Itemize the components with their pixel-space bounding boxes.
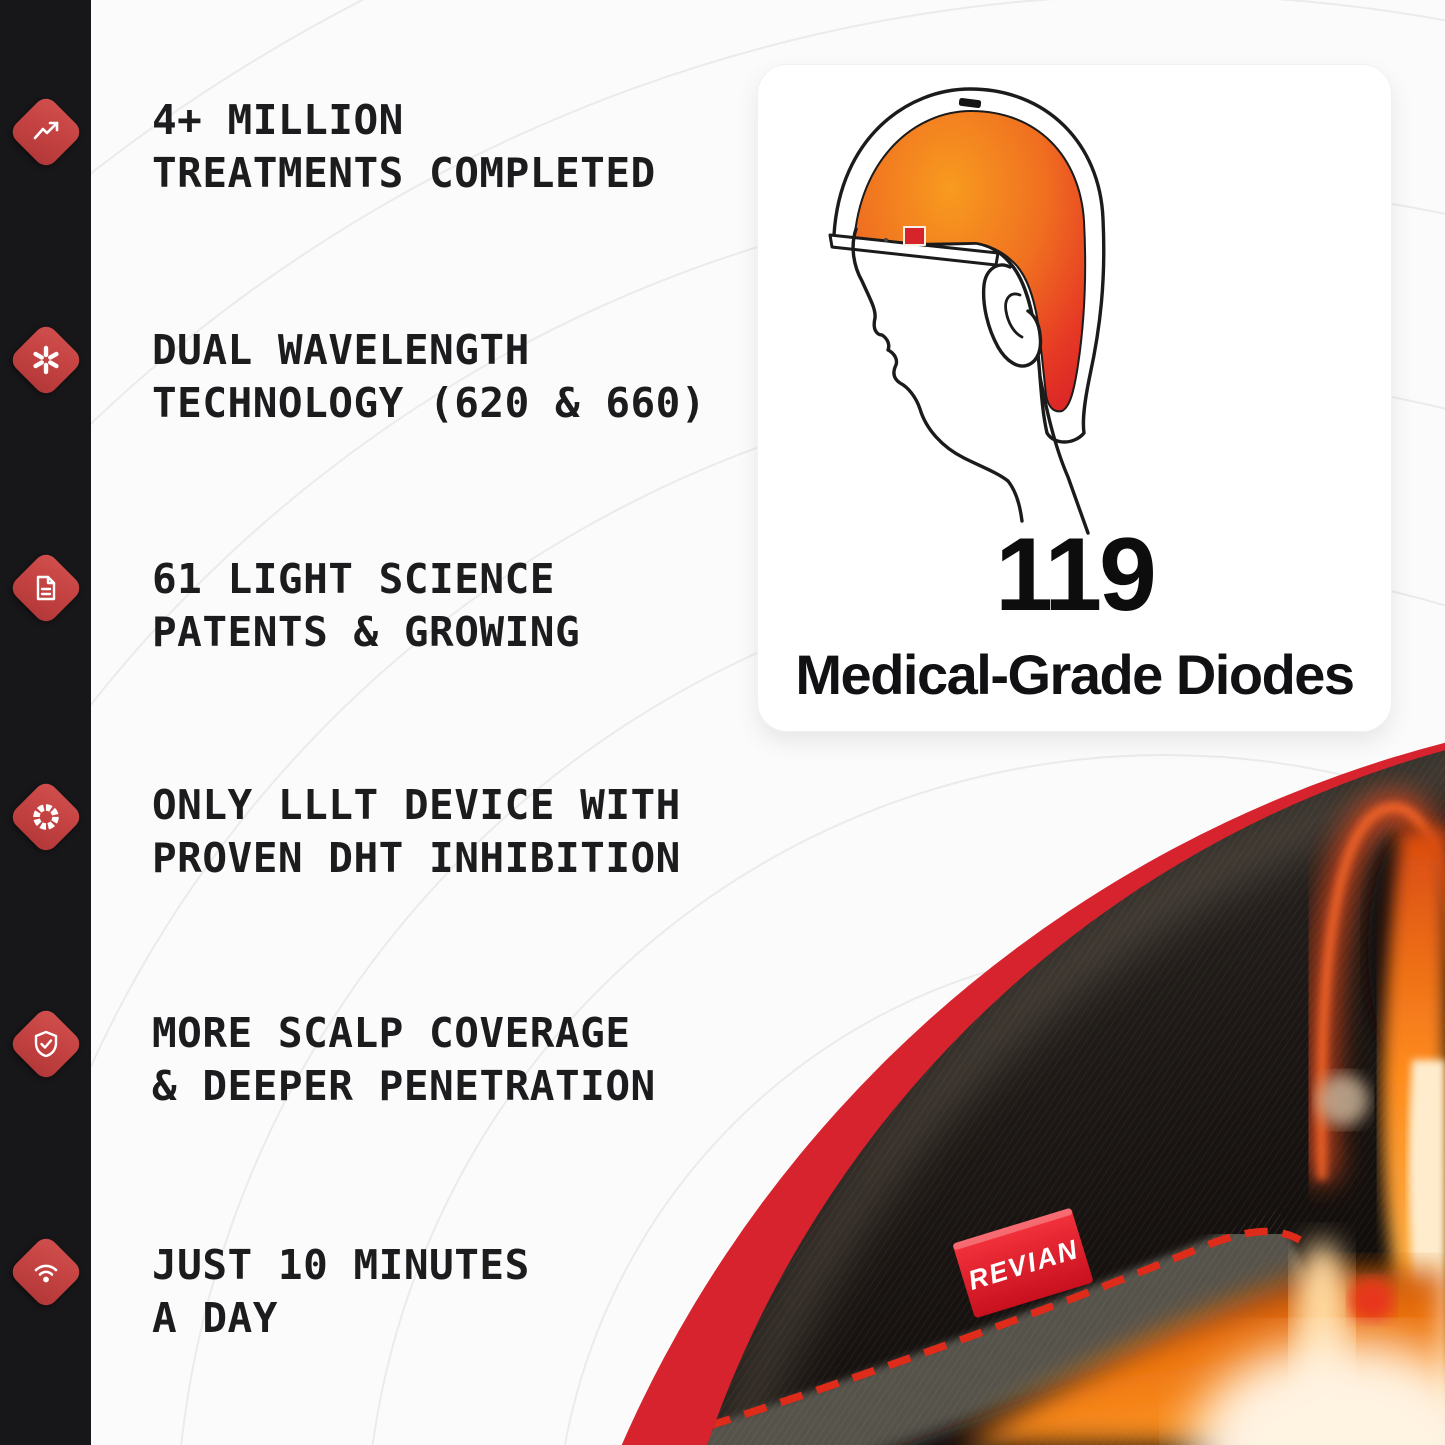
trending-up-icon <box>7 93 85 171</box>
diode-card: 119 Medical-Grade Diodes <box>757 64 1392 732</box>
feature-line: 4+ MILLION <box>152 96 404 144</box>
feature-dht: ONLY LLLT DEVICE WITH PROVEN DHT INHIBIT… <box>152 779 681 885</box>
feature-wavelength: DUAL WAVELENGTH TECHNOLOGY (620 & 660) <box>152 324 706 430</box>
feature-line: A DAY <box>152 1294 278 1342</box>
spark-icon <box>7 321 85 399</box>
cap-vent <box>958 97 982 109</box>
aperture-icon <box>7 778 85 856</box>
feature-line: MORE SCALP COVERAGE <box>152 1009 631 1057</box>
face-profile <box>851 227 1024 523</box>
diode-count: 119 <box>995 517 1157 633</box>
feature-line: JUST 10 MINUTES <box>152 1241 530 1289</box>
feature-line: TECHNOLOGY (620 & 660) <box>152 379 707 427</box>
shield-check-icon <box>7 1005 85 1083</box>
ear <box>981 263 1043 368</box>
snap-button <box>1317 1074 1369 1126</box>
brand-tag: REVIAN <box>953 1208 1093 1318</box>
red-stitch-line <box>649 1227 1302 1445</box>
feature-line: DUAL WAVELENGTH <box>152 326 530 374</box>
sidebar <box>0 0 91 1445</box>
diode-zone <box>851 110 1087 413</box>
feature-line: & DEEPER PENETRATION <box>152 1062 656 1110</box>
cap-photo-area: REVIAN <box>649 711 1445 1445</box>
head-illustration <box>828 87 1106 535</box>
feature-coverage: MORE SCALP COVERAGE & DEEPER PENETRATION <box>152 1007 656 1113</box>
feature-line: 61 LIGHT SCIENCE <box>152 555 555 603</box>
wifi-icon <box>7 1233 85 1311</box>
brim-module <box>903 226 926 246</box>
document-icon <box>7 549 85 627</box>
feature-line: TREATMENTS COMPLETED <box>152 149 656 197</box>
feature-patents: 61 LIGHT SCIENCE PATENTS & GROWING <box>152 553 580 659</box>
feature-line: PATENTS & GROWING <box>152 608 581 656</box>
feature-line: ONLY LLLT DEVICE WITH <box>152 781 681 829</box>
feature-treatments: 4+ MILLION TREATMENTS COMPLETED <box>152 94 656 200</box>
feature-minutes: JUST 10 MINUTES A DAY <box>152 1239 530 1345</box>
neck-line <box>1038 375 1090 535</box>
feature-line: PROVEN DHT INHIBITION <box>152 834 681 882</box>
diode-label: Medical-Grade Diodes <box>795 643 1355 706</box>
